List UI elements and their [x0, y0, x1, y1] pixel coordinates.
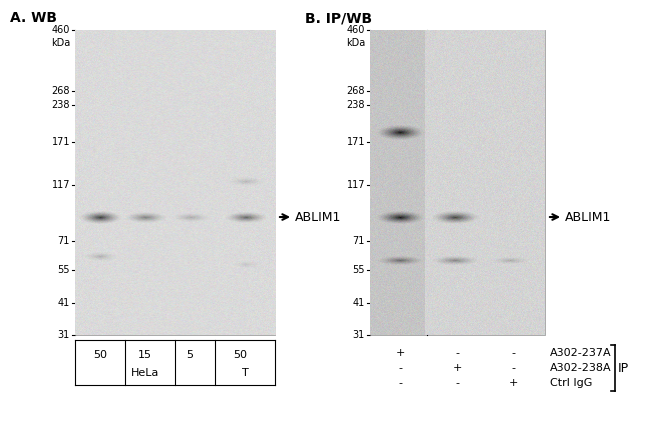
Text: +: + [395, 348, 405, 358]
Text: -: - [398, 363, 402, 373]
Text: IP: IP [618, 362, 629, 374]
Text: A302-238A: A302-238A [550, 363, 612, 373]
Text: 15: 15 [138, 350, 152, 360]
Text: 55: 55 [352, 265, 365, 275]
Text: 238: 238 [346, 99, 365, 110]
Text: kDa: kDa [346, 38, 365, 48]
Text: 117: 117 [51, 180, 70, 190]
Text: HeLa: HeLa [131, 368, 159, 378]
Text: 71: 71 [352, 236, 365, 246]
Text: 268: 268 [346, 86, 365, 96]
Text: 50: 50 [93, 350, 107, 360]
Bar [370, 30, 545, 335]
Text: 55: 55 [57, 265, 70, 275]
Text: 41: 41 [353, 298, 365, 309]
Bar [75, 30, 275, 335]
Text: 50: 50 [233, 350, 247, 360]
Text: -: - [511, 348, 515, 358]
Text: B. IP/WB: B. IP/WB [305, 11, 372, 25]
Text: A. WB: A. WB [10, 11, 57, 25]
Text: ABLIM1: ABLIM1 [565, 210, 612, 224]
Text: 117: 117 [346, 180, 365, 190]
Text: kDa: kDa [51, 38, 70, 48]
Text: 5: 5 [187, 350, 194, 360]
Text: 460: 460 [346, 25, 365, 35]
Text: 71: 71 [58, 236, 70, 246]
Text: 31: 31 [58, 330, 70, 340]
Text: -: - [455, 378, 459, 388]
Bar [75, 30, 275, 335]
Text: +: + [508, 378, 517, 388]
Text: 41: 41 [58, 298, 70, 309]
Text: +: + [452, 363, 462, 373]
Text: ABLIM1: ABLIM1 [295, 210, 341, 224]
Text: 238: 238 [51, 99, 70, 110]
Text: -: - [455, 348, 459, 358]
Text: -: - [511, 363, 515, 373]
Text: 460: 460 [51, 25, 70, 35]
Text: 31: 31 [353, 330, 365, 340]
Text: T: T [242, 368, 248, 378]
Text: -: - [398, 378, 402, 388]
Text: 171: 171 [51, 137, 70, 147]
Text: 268: 268 [51, 86, 70, 96]
Text: A302-237A: A302-237A [550, 348, 612, 358]
Text: Ctrl IgG: Ctrl IgG [550, 378, 592, 388]
Bar [370, 30, 545, 335]
Text: 171: 171 [346, 137, 365, 147]
